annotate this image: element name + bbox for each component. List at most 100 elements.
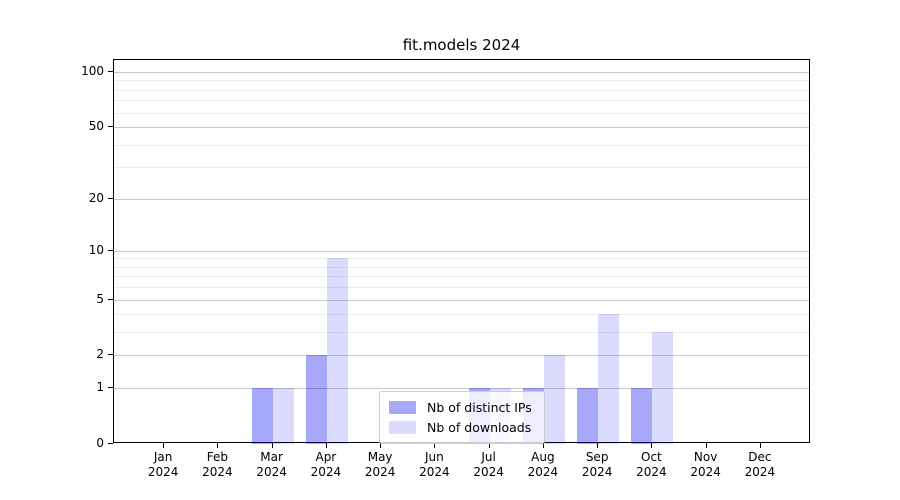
y-tick-mark xyxy=(108,443,113,444)
x-tick-mark xyxy=(217,443,219,448)
x-tick-mark xyxy=(488,443,490,448)
x-tick-month: Jul xyxy=(481,450,496,464)
x-tick-mark xyxy=(163,443,165,448)
x-tick-year: 2024 xyxy=(202,465,233,479)
y-tick-mark xyxy=(108,387,113,389)
gridline-minor xyxy=(114,258,809,260)
legend-swatch-distinct-ips xyxy=(389,401,416,414)
bar-downloads xyxy=(598,314,620,444)
gridline-minor xyxy=(114,276,809,278)
x-tick-label: May 2024 xyxy=(348,450,412,480)
x-tick-mark xyxy=(542,443,544,448)
x-tick-month: Jan xyxy=(153,450,173,464)
x-tick-mark xyxy=(705,443,707,448)
legend-item-distinct-ips: Nb of distinct IPs xyxy=(389,399,535,416)
gridline-major xyxy=(114,72,809,73)
x-tick-year: 2024 xyxy=(636,465,667,479)
bar-downloads xyxy=(652,332,674,444)
x-tick-month: May xyxy=(367,450,393,464)
legend: Nb of distinct IPs Nb of downloads xyxy=(379,391,545,444)
gridline-minor xyxy=(114,287,809,289)
y-tick-label: 50 xyxy=(88,119,104,134)
y-tick-mark xyxy=(108,126,113,128)
x-tick-year: 2024 xyxy=(147,465,179,479)
gridline-minor xyxy=(114,144,809,146)
y-tick-label: 1 xyxy=(96,380,104,395)
x-tick-label: Dec 2024 xyxy=(728,450,792,480)
gridline-minor xyxy=(114,89,809,91)
gridline-major xyxy=(114,127,809,129)
legend-label-downloads: Nb of downloads xyxy=(427,420,532,435)
x-tick-mark xyxy=(380,443,382,448)
gridline-minor xyxy=(114,332,809,334)
x-tick-year: 2024 xyxy=(256,465,287,479)
plot-area: Nb of distinct IPs Nb of downloads xyxy=(113,59,810,444)
y-tick-mark xyxy=(108,71,113,72)
x-tick-label: Mar 2024 xyxy=(240,450,304,480)
x-tick-year: 2024 xyxy=(744,465,776,479)
bar-distinct-ips xyxy=(631,388,653,444)
x-tick-year: 2024 xyxy=(473,465,504,479)
x-tick-month: Apr xyxy=(315,450,337,464)
bar-distinct-ips xyxy=(305,355,327,444)
y-tick-mark xyxy=(108,298,113,300)
x-tick-month: Aug xyxy=(531,450,555,464)
gridline-major xyxy=(114,250,809,252)
gridline-major xyxy=(114,198,809,200)
x-tick-label: Apr 2024 xyxy=(294,450,358,480)
gridline-minor xyxy=(114,167,809,169)
y-tick-mark xyxy=(108,354,113,356)
x-tick-label: Nov 2024 xyxy=(674,450,738,480)
x-tick-mark xyxy=(271,443,273,448)
x-tick-label: Jun 2024 xyxy=(402,450,466,480)
legend-label-distinct-ips: Nb of distinct IPs xyxy=(427,400,532,415)
x-tick-year: 2024 xyxy=(419,465,450,479)
bar-distinct-ips xyxy=(577,388,599,444)
x-tick-label: Jul 2024 xyxy=(457,450,521,480)
x-tick-year: 2024 xyxy=(581,465,613,479)
gridline-minor xyxy=(114,80,809,82)
y-tick-mark xyxy=(108,197,113,199)
x-tick-label: Feb 2024 xyxy=(185,450,249,480)
x-tick-year: 2024 xyxy=(527,465,559,479)
y-tick-label: 100 xyxy=(81,64,104,78)
x-tick-year: 2024 xyxy=(364,465,396,479)
bar-downloads xyxy=(543,355,565,444)
x-tick-label: Sep 2024 xyxy=(565,450,629,480)
gridline-minor xyxy=(114,112,809,114)
gridline-minor xyxy=(114,266,809,268)
x-tick-month: Dec xyxy=(748,450,772,464)
y-tick-label: 0 xyxy=(96,436,104,450)
x-tick-label: Jan 2024 xyxy=(131,450,195,480)
x-tick-year: 2024 xyxy=(690,465,721,479)
bar-downloads xyxy=(326,258,348,444)
x-tick-month: Jun xyxy=(425,450,444,464)
x-tick-mark xyxy=(434,443,436,448)
x-tick-mark xyxy=(597,443,599,448)
x-tick-label: Oct 2024 xyxy=(619,450,683,480)
x-tick-mark xyxy=(651,443,653,448)
y-tick-label: 2 xyxy=(96,347,104,362)
x-tick-mark xyxy=(759,443,761,448)
gridline-minor xyxy=(114,100,809,102)
y-tick-mark xyxy=(108,249,113,251)
bar-distinct-ips xyxy=(251,388,273,444)
x-tick-label: Aug 2024 xyxy=(511,450,575,480)
gridline-major xyxy=(114,299,809,301)
x-tick-month: Sep xyxy=(585,450,609,464)
x-tick-month: Feb xyxy=(206,450,228,464)
legend-swatch-downloads xyxy=(389,421,416,434)
x-tick-month: Oct xyxy=(641,450,662,464)
gridline-minor xyxy=(114,314,809,316)
chart-title: fit.models 2024 xyxy=(402,36,521,54)
y-tick-label: 10 xyxy=(88,242,104,257)
gridline-major xyxy=(114,355,809,357)
legend-item-downloads: Nb of downloads xyxy=(389,419,535,436)
bar-downloads xyxy=(272,388,294,444)
gridline-major xyxy=(114,388,809,390)
x-tick-mark xyxy=(325,443,327,448)
x-tick-month: Mar xyxy=(260,450,283,464)
y-tick-label: 20 xyxy=(88,190,104,205)
x-tick-year: 2024 xyxy=(310,465,342,479)
